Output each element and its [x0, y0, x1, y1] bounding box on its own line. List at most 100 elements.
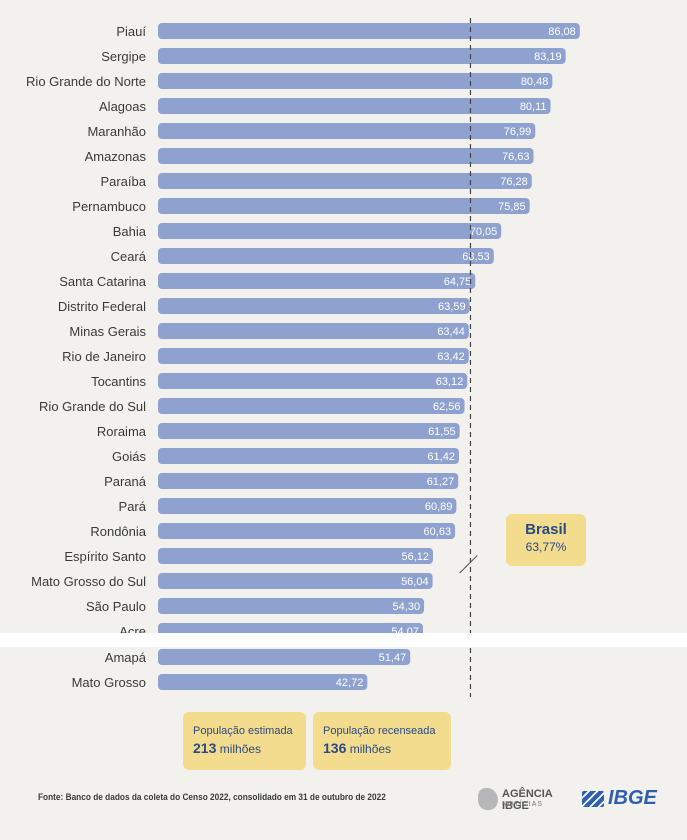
- bar: [158, 73, 553, 89]
- estimated-population-value: 213 milhões: [193, 740, 296, 756]
- category-label: Amazonas: [85, 149, 147, 164]
- category-label: Santa Catarina: [59, 274, 146, 289]
- ibge-name: IBGE: [608, 787, 657, 809]
- category-label: Ceará: [111, 249, 147, 264]
- value-label: 68,53: [462, 251, 490, 263]
- bar-row: Rondônia 60,63: [90, 523, 456, 539]
- bar-row: Goiás 61,42: [112, 448, 459, 464]
- category-label: Rio Grande do Norte: [26, 74, 146, 89]
- bar-row: Roraima 61,55: [97, 423, 460, 439]
- value-label: 76,99: [504, 126, 532, 138]
- source-note: Fonte: Banco de dados da coleta do Censo…: [38, 792, 386, 802]
- estimated-population-label: População estimada: [193, 725, 293, 737]
- callout-title: Brasil: [525, 521, 567, 538]
- census-population-unit: milhões: [346, 742, 392, 756]
- value-label: 54,30: [393, 601, 421, 613]
- bar: [158, 598, 425, 614]
- bar: [158, 323, 469, 339]
- bar: [158, 248, 494, 264]
- bar: [158, 448, 459, 464]
- estimated-population-box: População estimada 213 milhões: [183, 712, 306, 770]
- category-label: Rio de Janeiro: [62, 349, 146, 364]
- value-label: 51,47: [379, 652, 407, 664]
- value-label: 56,12: [401, 551, 429, 563]
- bar-row: Sergipe 83,19: [101, 48, 566, 64]
- category-label: Rondônia: [90, 524, 146, 539]
- bar-row: Paraná 61,27: [104, 473, 459, 489]
- bar: [158, 198, 530, 214]
- bar-row: Santa Catarina 64,75: [59, 273, 476, 289]
- value-label: 42,72: [336, 677, 364, 689]
- value-label: 61,27: [427, 476, 455, 488]
- value-label: 76,28: [500, 176, 528, 188]
- bar: [158, 423, 460, 439]
- value-label: 60,89: [425, 501, 453, 513]
- category-label: Maranhão: [87, 124, 146, 139]
- bar-row: Paraíba 76,28: [100, 173, 532, 189]
- category-label: Roraima: [97, 424, 147, 439]
- category-label: Pernambuco: [72, 199, 146, 214]
- bar: [158, 498, 457, 514]
- bar-row: Tocantins 63,12: [91, 373, 468, 389]
- bar: [158, 98, 551, 114]
- category-label: Espírito Santo: [64, 549, 146, 564]
- bar: [158, 298, 470, 314]
- value-label: 63,44: [437, 326, 465, 338]
- agencia-name: AGÊNCIA IBGE: [502, 788, 553, 812]
- bar-row: Piauí 86,08: [116, 23, 580, 39]
- bar-row: Distrito Federal 63,59: [58, 298, 470, 314]
- value-label: 70,05: [470, 226, 498, 238]
- category-label: São Paulo: [86, 599, 146, 614]
- category-label: Goiás: [112, 449, 146, 464]
- value-label: 63,59: [438, 301, 466, 313]
- value-label: 76,63: [502, 151, 530, 163]
- category-label: Mato Grosso: [72, 675, 146, 690]
- value-label: 75,85: [498, 201, 526, 213]
- value-label: 80,48: [521, 76, 549, 88]
- value-label: 80,11: [520, 101, 547, 113]
- bar-row: Amazonas 76,63: [85, 148, 534, 164]
- bar: [158, 173, 532, 189]
- bar: [158, 473, 459, 489]
- bar-row: Maranhão 76,99: [87, 123, 536, 139]
- value-label: 64,75: [444, 276, 472, 288]
- category-label: Paraíba: [100, 174, 146, 189]
- bar: [158, 548, 433, 564]
- estimated-population-number: 213: [193, 740, 217, 756]
- category-label: Tocantins: [91, 374, 146, 389]
- census-population-label: População recenseada: [323, 725, 436, 737]
- bar: [158, 48, 566, 64]
- category-label: Mato Grosso do Sul: [31, 574, 146, 589]
- bar: [158, 573, 433, 589]
- bar: [158, 223, 502, 239]
- bar-row: Ceará 68,53: [111, 248, 494, 264]
- bar: [158, 273, 476, 289]
- bar: [158, 649, 411, 665]
- value-label: 56,04: [401, 576, 429, 588]
- value-label: 61,55: [428, 426, 456, 438]
- bar-row: Bahia 70,05: [113, 223, 502, 239]
- ibge-flag-icon: [582, 791, 604, 807]
- category-label: Minas Gerais: [69, 324, 146, 339]
- category-label: Distrito Federal: [58, 299, 146, 314]
- category-label: Bahia: [113, 224, 147, 239]
- value-label: 63,12: [436, 376, 464, 388]
- bar-row: Mato Grosso do Sul 56,04: [31, 573, 433, 589]
- bar: [158, 348, 469, 364]
- category-label: Paraná: [104, 474, 147, 489]
- bar: [158, 148, 534, 164]
- bar-row: Rio Grande do Sul 62,56: [39, 398, 465, 414]
- bar: [158, 23, 580, 39]
- brazil-map-icon: [478, 788, 498, 810]
- category-label: Amapá: [105, 650, 147, 665]
- category-label: Pará: [119, 499, 147, 514]
- agencia-ibge-logo: AGÊNCIA IBGE NOTÍCIAS: [478, 786, 573, 812]
- value-label: 63,42: [437, 351, 465, 363]
- bar-row: Alagoas 80,11: [99, 98, 551, 114]
- bar: [158, 398, 465, 414]
- ibge-logo: IBGE: [582, 787, 672, 813]
- estimated-population-unit: milhões: [216, 742, 262, 756]
- value-label: 83,19: [534, 51, 562, 63]
- value-label: 86,08: [548, 26, 576, 38]
